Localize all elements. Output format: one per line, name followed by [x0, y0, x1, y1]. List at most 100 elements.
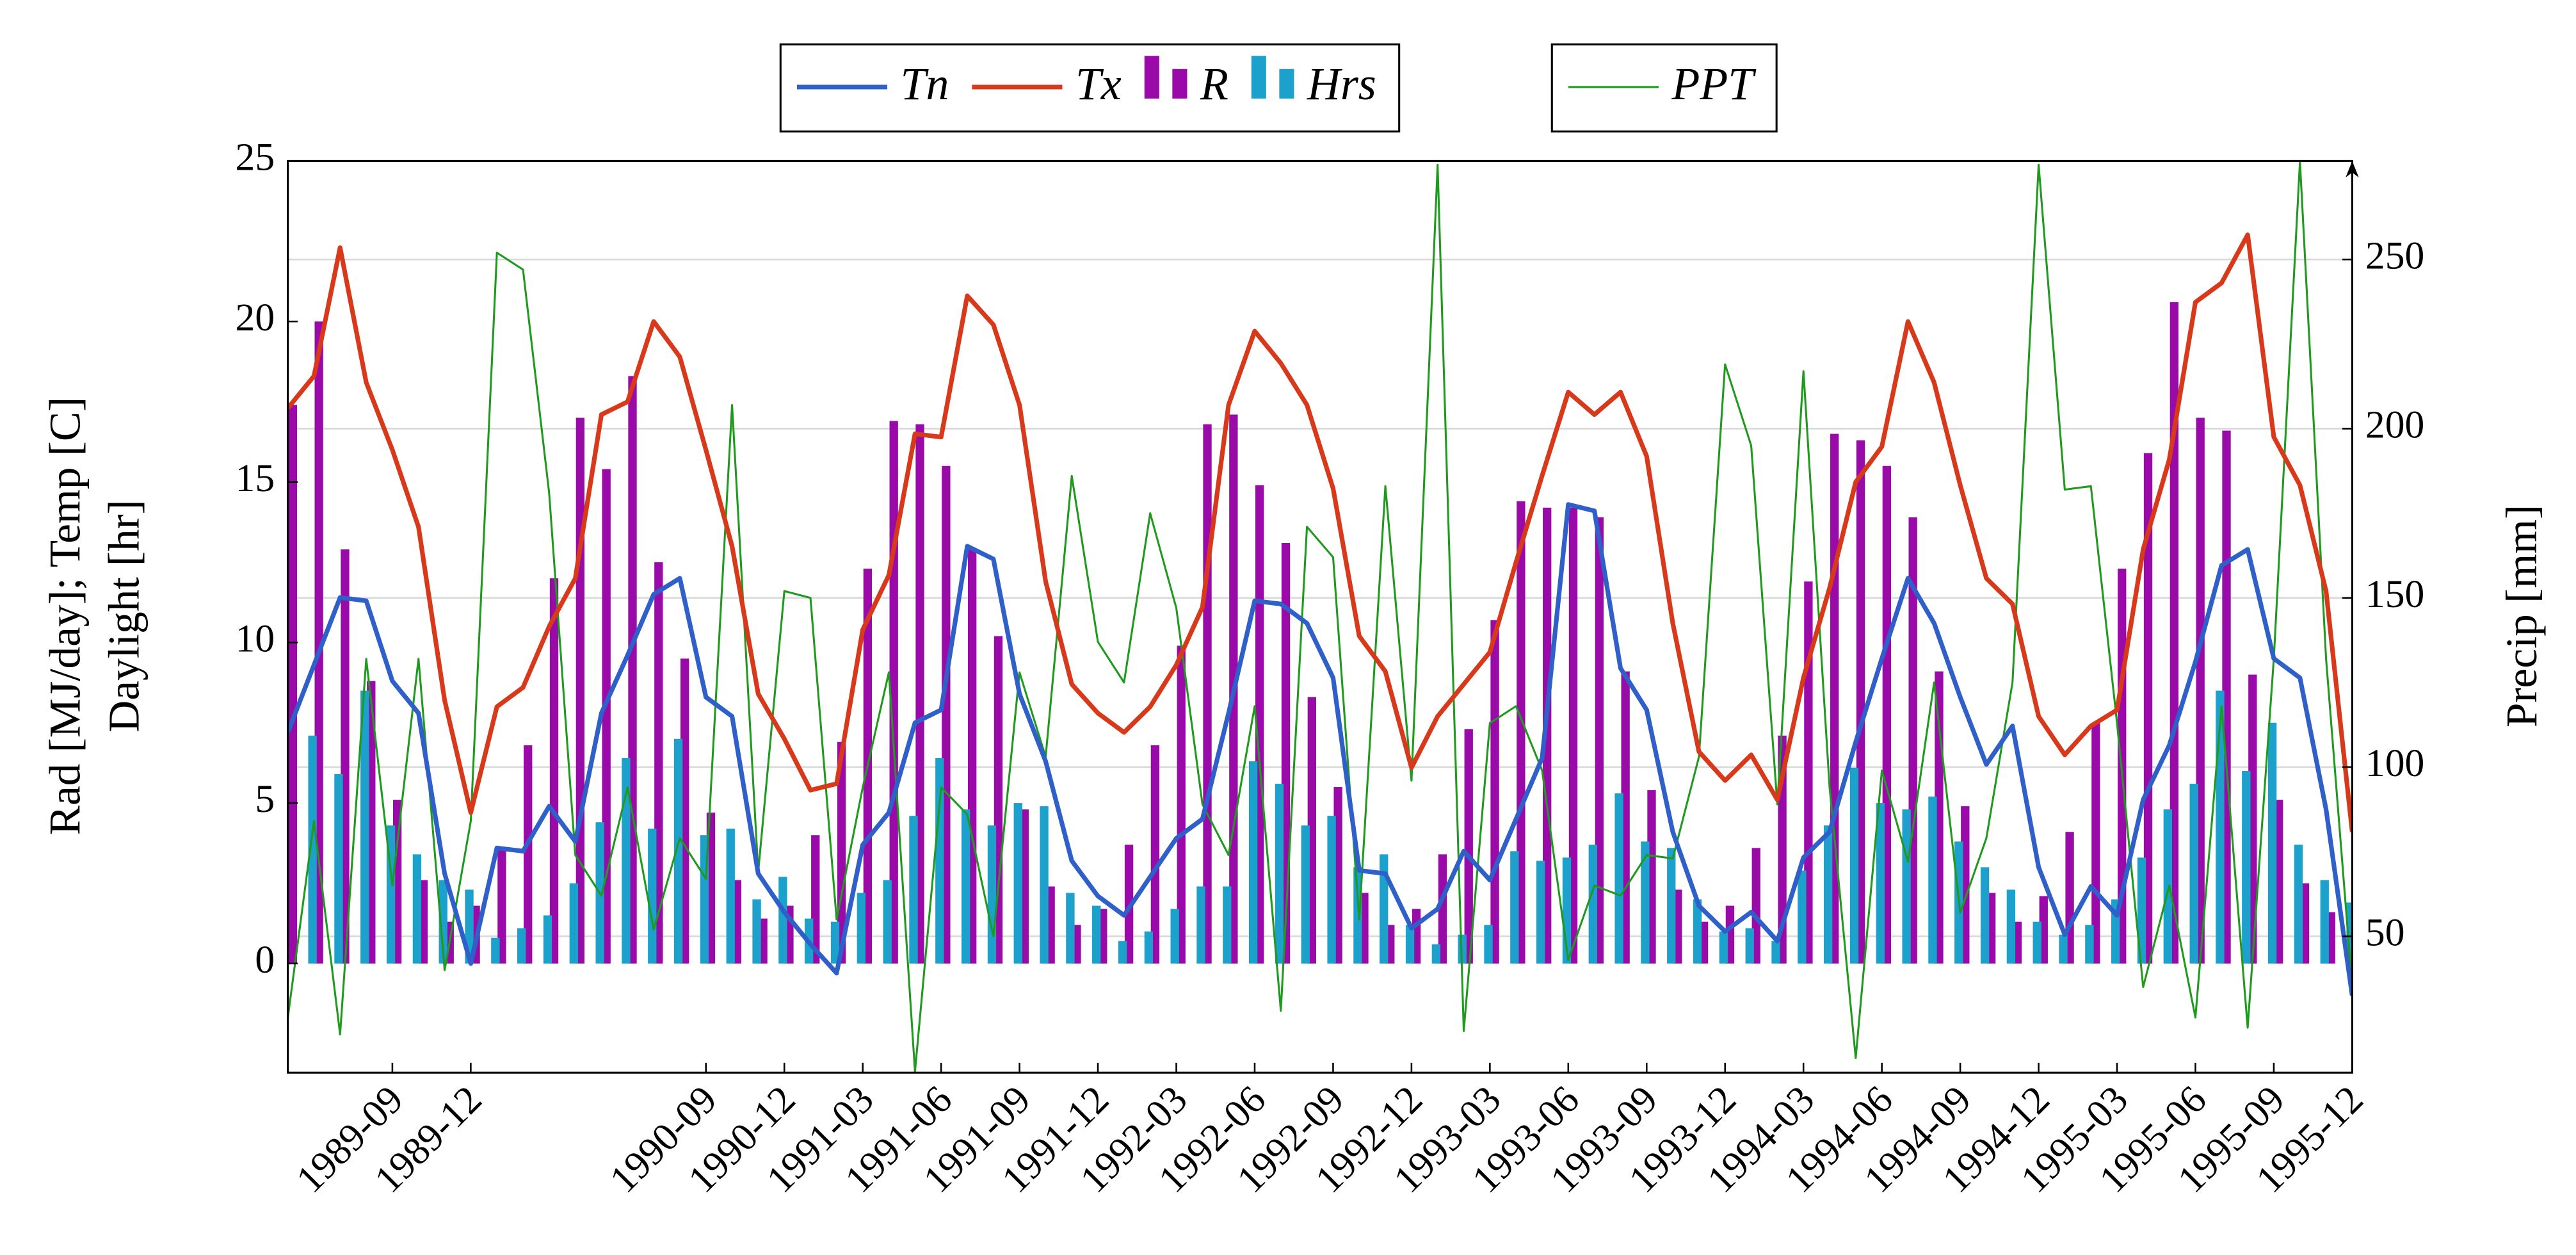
bar: [1693, 899, 1702, 964]
y-tick-label: 25: [236, 136, 275, 179]
bar: [811, 835, 820, 964]
bar: [2143, 453, 2153, 964]
bar: [987, 825, 997, 964]
plot-frame: [287, 159, 2353, 1074]
y-axis-title: Daylight [hr]: [99, 499, 149, 732]
bar: [1908, 517, 1917, 964]
bar: [2091, 722, 2100, 964]
bar: [1150, 745, 1160, 964]
precip-line: [287, 161, 2353, 1073]
bar: [1928, 797, 1937, 964]
bar: [1647, 790, 1656, 964]
bar: [942, 466, 951, 964]
bar: [759, 918, 768, 964]
bar: [1849, 767, 1859, 964]
bar: [1771, 941, 1780, 964]
bar: [491, 937, 500, 964]
y2-tick-label: 150: [2365, 572, 2424, 616]
legend-swatch: [1172, 69, 1187, 99]
legend-label: Tx: [1075, 58, 1122, 109]
bars: [288, 302, 2353, 964]
bar: [341, 549, 350, 964]
bar: [1464, 729, 1473, 964]
bar: [1275, 784, 1284, 964]
bar: [680, 658, 689, 964]
bar: [392, 800, 402, 964]
y2-tick-label: 100: [2365, 741, 2424, 785]
bar: [1699, 921, 1709, 964]
temp-line: [287, 232, 2353, 832]
bar: [935, 757, 944, 964]
bar: [2274, 800, 2283, 964]
bar: [1203, 424, 1212, 964]
bar: [1099, 909, 1107, 964]
bar: [1360, 893, 1369, 964]
y-tick-label: 10: [236, 617, 275, 661]
bar: [2242, 770, 2251, 964]
bar: [1961, 806, 1970, 964]
bar: [517, 928, 526, 964]
bar: [576, 417, 585, 964]
bar: [314, 321, 323, 964]
bar: [1804, 581, 1813, 964]
bar: [1798, 870, 1807, 964]
bar: [602, 469, 611, 964]
bar: [752, 899, 761, 964]
bar: [1725, 905, 1735, 964]
bar: [569, 883, 578, 964]
bar: [1281, 543, 1291, 964]
bar: [628, 376, 637, 964]
legend-label: Tn: [901, 58, 949, 109]
bar: [1824, 825, 1833, 964]
bar: [2059, 934, 2068, 964]
bar: [1066, 893, 1075, 964]
bar: [1333, 787, 1342, 964]
bar: [2248, 674, 2257, 964]
bar: [412, 854, 422, 964]
y-tick-label: 20: [236, 296, 275, 339]
bar: [1380, 854, 1389, 964]
bar: [1144, 931, 1154, 964]
bar: [1431, 944, 1441, 964]
temp-line: [287, 502, 2353, 996]
legend-label: Hrs: [1307, 58, 1376, 109]
bar: [726, 829, 735, 964]
bar: [2085, 925, 2094, 964]
bar: [1118, 941, 1127, 964]
bar: [1568, 507, 1578, 964]
lines: [287, 161, 2353, 1073]
bar: [1327, 816, 1336, 964]
bar: [1072, 925, 1081, 964]
bar: [1595, 517, 1604, 964]
bar: [2196, 417, 2205, 964]
y2-tick-label: 50: [2365, 911, 2405, 954]
bar: [1614, 793, 1623, 964]
bar: [1882, 466, 1892, 964]
bar: [2039, 896, 2048, 964]
bar: [994, 636, 1003, 964]
bar: [1588, 845, 1597, 964]
legend-swatch: [1251, 56, 1266, 99]
bar: [549, 578, 559, 964]
y-axis-title: Rad [MJ/day]; Temp [C]: [40, 397, 89, 835]
bar: [1255, 485, 1264, 964]
legend-label: PPT: [1671, 58, 1757, 109]
bar: [648, 829, 657, 964]
bar: [360, 690, 369, 964]
bar: [308, 735, 317, 964]
bar: [1856, 440, 1865, 964]
bar: [1223, 886, 1232, 964]
legend: Tn Tx R Hrs PPT: [779, 43, 1778, 133]
bar: [915, 424, 924, 964]
y2-axis-title: Precip [mm]: [2497, 505, 2546, 727]
bar: [1386, 925, 1395, 964]
bar: [706, 813, 716, 964]
bar: [1490, 620, 1499, 964]
bar: [1536, 861, 1545, 964]
bar: [732, 880, 741, 964]
y2-tick-label: 200: [2365, 403, 2424, 447]
bar: [1902, 809, 1911, 964]
legend-swatch: [1279, 69, 1294, 99]
